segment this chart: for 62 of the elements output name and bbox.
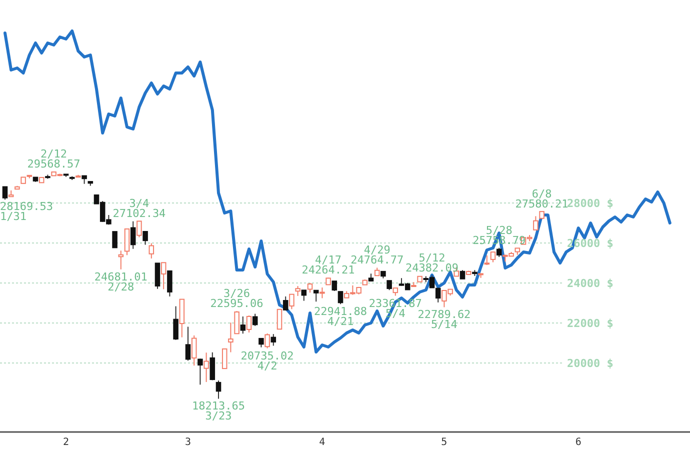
candlestick xyxy=(204,352,209,383)
candlestick xyxy=(154,262,160,290)
annotation: 3/4 27102.34 xyxy=(112,196,166,220)
candlestick xyxy=(191,334,197,366)
candlestick xyxy=(173,306,178,340)
x-tick-label: 4 xyxy=(319,437,326,448)
candlestick xyxy=(198,358,203,386)
candlestick xyxy=(222,348,228,370)
annotation: 5/12 24382.09 xyxy=(406,251,458,274)
candlestick xyxy=(185,326,191,362)
annotation: 6/8 27580.21 xyxy=(515,187,568,210)
annotation: 20735.02 4/2 xyxy=(240,349,294,372)
x-tick-label: 6 xyxy=(575,437,582,448)
candlestick xyxy=(228,322,234,353)
candlestick xyxy=(124,228,130,256)
candlestick xyxy=(320,286,325,299)
annotation: 3/26 22595.06 xyxy=(210,287,264,310)
candlestick xyxy=(160,262,166,290)
annotation: 2/12 29568.57 xyxy=(27,148,80,171)
candlestick xyxy=(216,380,222,400)
x-tick-label: 2 xyxy=(62,437,70,448)
y-tick-label: 22000 $ xyxy=(567,316,614,330)
candlestick xyxy=(136,220,142,238)
candlestick xyxy=(2,186,8,200)
candlestick xyxy=(112,231,118,248)
annotation: 22789.62 5/14 xyxy=(418,308,471,332)
candlestick xyxy=(282,296,288,311)
candlestick xyxy=(240,316,246,334)
candlestick xyxy=(276,308,282,330)
candlestick xyxy=(142,231,148,246)
y-tick-label: 28000 $ xyxy=(567,196,614,210)
candlestick xyxy=(533,216,538,230)
candlestick xyxy=(338,291,344,305)
candlestick xyxy=(332,280,338,292)
candlestick xyxy=(167,270,172,297)
annotation: 28169.53 1/31 xyxy=(0,200,53,223)
annotation: 18213.65 3/23 xyxy=(192,400,245,423)
candlestick xyxy=(435,288,441,303)
candlestick xyxy=(295,286,300,296)
candlestick xyxy=(264,332,270,349)
candlestick xyxy=(484,254,490,266)
candlestick xyxy=(130,220,136,250)
candlestick xyxy=(270,334,276,346)
candlestick xyxy=(307,282,313,294)
candlestick xyxy=(496,247,502,258)
x-tick-label: 5 xyxy=(441,437,448,448)
annotation: 22941.88 4/21 xyxy=(314,305,367,328)
candlestick xyxy=(289,294,294,310)
candlestick xyxy=(252,313,258,326)
annotation: 24681.01 2/28 xyxy=(94,270,148,294)
candlestick xyxy=(148,242,154,259)
candlestick xyxy=(313,290,319,302)
x-tick-label: 3 xyxy=(184,437,192,448)
y-tick-label: 20000 $ xyxy=(567,356,614,370)
annotation: 4/29 24764.77 xyxy=(350,244,404,267)
y-tick-label: 24000 $ xyxy=(567,276,614,290)
candlestick xyxy=(301,290,307,302)
candlestick xyxy=(246,314,252,334)
candlestick xyxy=(234,310,240,334)
candlestick xyxy=(210,352,216,381)
candlestick xyxy=(490,252,496,263)
candlestick xyxy=(386,280,392,291)
